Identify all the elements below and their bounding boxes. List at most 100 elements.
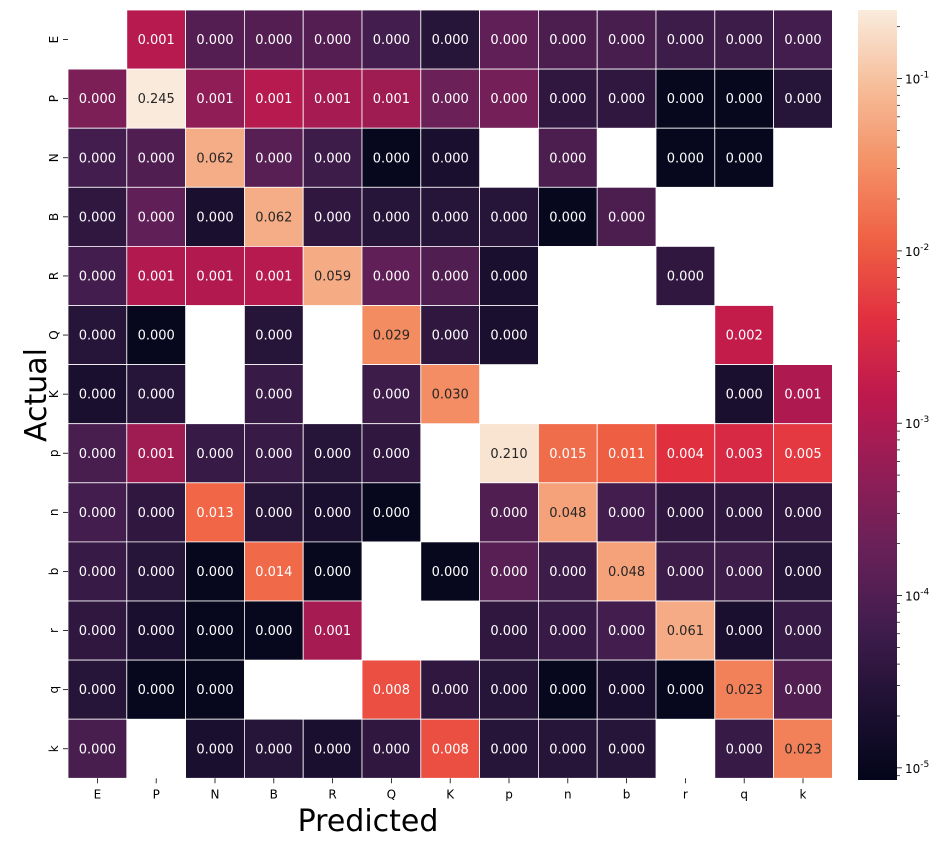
cell-label-q-q: 0.023 (726, 683, 763, 698)
cell-label-k-K: 0.008 (432, 742, 469, 757)
cell-k-K (420, 718, 480, 779)
cell-label-R-R: 0.059 (314, 269, 351, 284)
cell-p-P (126, 423, 187, 484)
cell-n-p (479, 482, 539, 543)
cell-n-N (185, 482, 245, 543)
cell-label-E-b: 0.000 (608, 33, 645, 48)
cell-label-B-B: 0.062 (255, 210, 292, 225)
cell-label-b-P: 0.000 (138, 565, 175, 580)
x-tick-label-p: p (505, 787, 513, 801)
cell-r-p (479, 600, 539, 661)
cell-label-q-r: 0.000 (667, 683, 704, 698)
cell-label-k-N: 0.000 (196, 742, 233, 757)
cell-label-R-N: 0.001 (196, 269, 233, 284)
cell-q-Q (361, 659, 422, 720)
cell-P-B (243, 68, 304, 129)
cell-r-k (773, 600, 833, 661)
cell-label-b-n: 0.000 (549, 565, 586, 580)
cell-label-k-q: 0.000 (726, 742, 763, 757)
cell-p-p (479, 423, 539, 484)
cell-B-R (302, 186, 363, 247)
cell-r-E (67, 600, 128, 661)
cell-label-p-B: 0.000 (255, 447, 292, 462)
cell-label-R-Q: 0.000 (373, 269, 410, 284)
cell-N-n (538, 127, 598, 188)
cell-label-p-P: 0.001 (138, 447, 175, 462)
cell-B-E (67, 186, 128, 247)
cell-label-P-R: 0.001 (314, 92, 351, 107)
cell-label-p-E: 0.000 (79, 447, 116, 462)
cell-q-N (185, 659, 245, 720)
cell-label-q-P: 0.000 (138, 683, 175, 698)
cell-p-n (538, 423, 598, 484)
cell-E-n (538, 9, 598, 70)
x-tick-label-n: n (564, 787, 572, 801)
cell-label-p-k: 0.005 (784, 447, 821, 462)
cell-label-P-Q: 0.001 (373, 92, 410, 107)
colorbar-tick-label: 10-1 (905, 71, 929, 87)
cell-K-q (714, 364, 774, 425)
cell-label-B-K: 0.000 (432, 210, 469, 225)
cell-K-k (773, 364, 833, 425)
cell-label-r-R: 0.001 (314, 624, 351, 639)
cell-label-k-E: 0.000 (79, 742, 116, 757)
cell-p-R (302, 423, 363, 484)
colorbar-tick-label: 10-3 (905, 415, 929, 431)
cell-r-N (185, 600, 245, 661)
cell-K-K (420, 364, 480, 425)
cell-E-Q (361, 9, 422, 70)
cell-p-B (243, 423, 304, 484)
cell-label-n-n: 0.048 (549, 506, 586, 521)
cell-label-n-q: 0.000 (726, 506, 763, 521)
colorbar: 10-1 10-2 10-3 10-4 10-5 (858, 10, 930, 780)
cell-label-K-Q: 0.000 (373, 388, 410, 403)
cell-label-k-p: 0.000 (490, 742, 527, 757)
cell-label-p-r: 0.004 (667, 447, 704, 462)
cell-n-n (538, 482, 598, 543)
cell-label-E-r: 0.000 (667, 33, 704, 48)
cell-label-q-K: 0.000 (432, 683, 469, 698)
y-tick-label-n: n (47, 509, 61, 517)
y-tick-label-b: b (47, 568, 61, 576)
cell-label-B-R: 0.000 (314, 210, 351, 225)
cell-label-N-R: 0.000 (314, 151, 351, 166)
cell-label-n-P: 0.000 (138, 506, 175, 521)
cell-label-P-r: 0.000 (667, 92, 704, 107)
cell-label-K-E: 0.000 (79, 388, 116, 403)
cell-B-b (596, 186, 657, 247)
cell-label-N-Q: 0.000 (373, 151, 410, 166)
cell-label-R-p: 0.000 (490, 269, 527, 284)
cell-label-P-q: 0.000 (726, 92, 763, 107)
cell-label-Q-E: 0.000 (79, 329, 116, 344)
cell-K-B (243, 364, 304, 425)
x-tick-label-r: r (683, 787, 688, 801)
cell-E-R (302, 9, 363, 70)
cell-label-P-E: 0.000 (79, 92, 116, 107)
cell-label-E-p: 0.000 (490, 33, 527, 48)
cell-label-k-R: 0.000 (314, 742, 351, 757)
cell-r-b (596, 600, 657, 661)
cell-P-r (655, 68, 716, 129)
cell-label-B-P: 0.000 (138, 210, 175, 225)
cell-label-N-q: 0.000 (726, 151, 763, 166)
cell-label-r-E: 0.000 (79, 624, 116, 639)
cell-label-B-p: 0.000 (490, 210, 527, 225)
y-tick-label-B: B (47, 213, 61, 221)
cell-q-k (773, 659, 833, 720)
cell-label-P-p: 0.000 (490, 92, 527, 107)
cell-p-q (714, 423, 774, 484)
cell-R-N (185, 245, 245, 306)
cell-label-N-K: 0.000 (432, 151, 469, 166)
cell-label-N-r: 0.000 (667, 151, 704, 166)
cell-b-n (538, 541, 598, 602)
x-tick-label-K: K (446, 787, 455, 801)
cell-label-K-P: 0.000 (138, 388, 175, 403)
cell-E-B (243, 9, 304, 70)
cell-label-r-N: 0.000 (196, 624, 233, 639)
cell-q-r (655, 659, 716, 720)
cell-P-K (420, 68, 480, 129)
cell-Q-p (479, 305, 539, 365)
cell-q-n (538, 659, 598, 720)
cell-label-Q-q: 0.002 (726, 329, 763, 344)
